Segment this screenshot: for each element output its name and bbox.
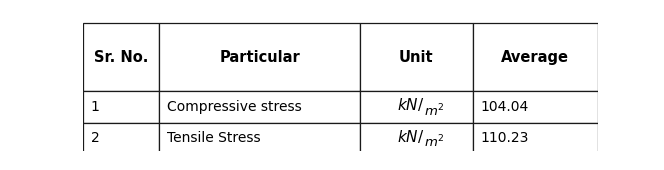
Bar (159, 123, 360, 154)
Text: 110.23: 110.23 (480, 131, 529, 145)
Text: $\mathit{m}^2$: $\mathit{m}^2$ (424, 134, 444, 150)
Bar (360, 23, 473, 91)
Text: Compressive stress: Compressive stress (167, 100, 301, 114)
Text: Average: Average (501, 49, 569, 65)
Text: Tensile Stress: Tensile Stress (167, 131, 260, 145)
Bar (473, 91, 598, 123)
Text: Particular: Particular (219, 49, 300, 65)
Text: $\mathit{kN}/$: $\mathit{kN}/$ (397, 128, 425, 145)
Bar (83, 123, 159, 154)
Text: 2: 2 (91, 131, 100, 145)
Text: $\mathit{m}^2$: $\mathit{m}^2$ (424, 102, 444, 119)
Bar (83, 23, 159, 91)
Text: Sr. No.: Sr. No. (94, 49, 148, 65)
Bar (159, 91, 360, 123)
Text: 104.04: 104.04 (480, 100, 529, 114)
Text: Unit: Unit (399, 49, 434, 65)
Bar (360, 91, 473, 123)
Text: $\mathit{kN}/$: $\mathit{kN}/$ (397, 96, 425, 113)
Bar (360, 123, 473, 154)
Bar (473, 123, 598, 154)
Text: 1: 1 (91, 100, 100, 114)
Bar (159, 23, 360, 91)
Bar (83, 91, 159, 123)
Bar (473, 23, 598, 91)
